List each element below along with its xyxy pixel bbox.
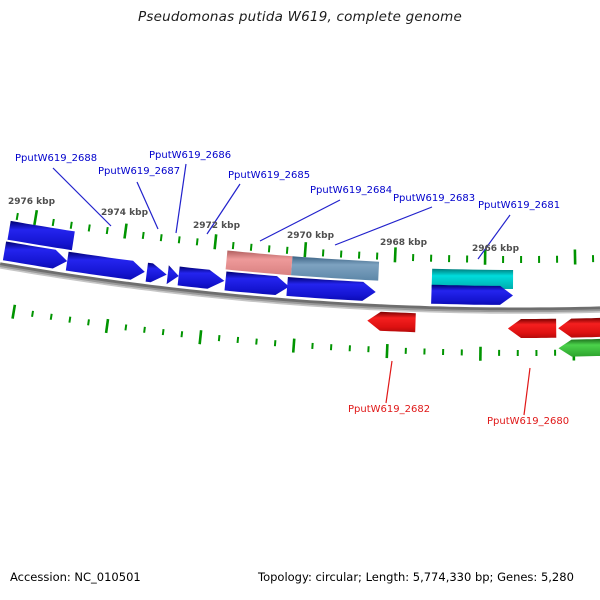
gene-2680[interactable] bbox=[507, 318, 557, 338]
gene-right-red[interactable] bbox=[558, 317, 600, 338]
backbone-line-mid bbox=[0, 265, 600, 313]
upper-ruler-major-tick bbox=[303, 242, 308, 258]
upper-ruler-major-tick bbox=[33, 209, 39, 226]
annot-salmon[interactable] bbox=[225, 250, 293, 276]
lower-ruler-minor-tick bbox=[87, 319, 90, 326]
lower-ruler-minor-tick bbox=[161, 328, 165, 336]
upper-ruler-minor-tick bbox=[141, 231, 145, 240]
annot-left-blue[interactable] bbox=[7, 220, 75, 251]
lower-ruler-major-tick bbox=[291, 338, 296, 353]
gene-label-PputW619_2681[interactable]: PputW619_2681 bbox=[478, 200, 561, 211]
leader-line-PputW619_2680 bbox=[523, 367, 531, 416]
lower-ruler-minor-tick bbox=[255, 338, 258, 345]
kbp-label-2970: 2970 kbp bbox=[287, 231, 335, 241]
lower-ruler-minor-tick bbox=[49, 313, 53, 320]
gene-label-PputW619_2680[interactable]: PputW619_2680 bbox=[487, 416, 570, 427]
kbp-label-2968: 2968 kbp bbox=[380, 238, 428, 248]
lower-ruler-major-tick bbox=[104, 318, 110, 334]
backbone-line bbox=[0, 262, 600, 311]
upper-ruler-major-tick bbox=[123, 223, 128, 239]
lower-ruler-minor-tick bbox=[124, 324, 128, 331]
upper-ruler-minor-tick bbox=[15, 212, 19, 221]
kbp-label-2966: 2966 kbp bbox=[472, 244, 520, 254]
lower-ruler-major-tick bbox=[11, 304, 17, 319]
upper-ruler-minor-tick bbox=[231, 241, 235, 250]
gene-2684[interactable] bbox=[224, 271, 290, 296]
lower-ruler-minor-tick bbox=[68, 316, 72, 323]
status-accession: Accession: NC_010501 bbox=[10, 570, 141, 584]
gene-label-PputW619_2686[interactable]: PputW619_2686 bbox=[149, 150, 232, 161]
kbp-label-2976: 2976 kbp bbox=[8, 197, 56, 207]
backbone-layer bbox=[0, 262, 600, 314]
annot-green[interactable] bbox=[558, 338, 600, 357]
leader-line-PputW619_2688 bbox=[52, 167, 112, 227]
gene-2687[interactable] bbox=[145, 262, 167, 283]
upper-ruler-minor-tick bbox=[51, 218, 55, 227]
upper-ruler-minor-tick bbox=[285, 246, 289, 254]
gene-2685[interactable] bbox=[177, 266, 225, 289]
backbone-line-light bbox=[0, 266, 600, 314]
upper-ruler-minor-tick bbox=[159, 234, 163, 242]
gene-label-PputW619_2688[interactable]: PputW619_2688 bbox=[15, 153, 98, 164]
gene-2683[interactable] bbox=[286, 277, 376, 301]
gene-label-PputW619_2682[interactable]: PputW619_2682 bbox=[348, 404, 431, 415]
annot-steel[interactable] bbox=[291, 256, 380, 281]
upper-ruler-minor-tick bbox=[195, 238, 199, 246]
leader-line-PputW619_2683 bbox=[334, 206, 433, 246]
leader-line-PputW619_2684 bbox=[259, 199, 341, 242]
kbp-label-2974: 2974 kbp bbox=[101, 208, 149, 218]
lower-ruler-minor-tick bbox=[180, 331, 184, 338]
upper-ruler-minor-tick bbox=[69, 221, 73, 229]
lower-ruler-minor-tick bbox=[236, 336, 240, 344]
lower-ruler-minor-tick bbox=[217, 335, 221, 342]
upper-ruler-minor-tick bbox=[267, 245, 271, 253]
leader-line-PputW619_2681 bbox=[477, 214, 511, 260]
leader-line-PputW619_2687 bbox=[136, 181, 159, 230]
gene-2682[interactable] bbox=[367, 311, 416, 333]
lower-ruler-minor-tick bbox=[31, 310, 35, 317]
gene-label-PputW619_2685[interactable]: PputW619_2685 bbox=[228, 170, 311, 181]
leader-line-PputW619_2682 bbox=[385, 360, 393, 404]
gene-label-PputW619_2683[interactable]: PputW619_2683 bbox=[393, 193, 476, 204]
gene-label-PputW619_2687[interactable]: PputW619_2687 bbox=[98, 166, 181, 177]
annot-cyan[interactable] bbox=[431, 268, 514, 289]
figure-title: Pseudomonas putida W619, complete genome bbox=[138, 9, 462, 25]
gene-2686[interactable] bbox=[166, 265, 179, 285]
status-bar: Accession: NC_010501 Topology: circular;… bbox=[0, 568, 600, 588]
kbp-label-2972: 2972 kbp bbox=[193, 221, 241, 231]
gene-left-edge[interactable] bbox=[2, 241, 68, 269]
status-topology-length-genes: Topology: circular; Length: 5,774,330 bp… bbox=[258, 570, 574, 584]
lower-ruler-major-tick bbox=[385, 344, 389, 359]
upper-ruler-major-tick bbox=[393, 247, 397, 263]
gene-label-PputW619_2684[interactable]: PputW619_2684 bbox=[310, 185, 393, 196]
leader-line-PputW619_2686 bbox=[175, 163, 187, 234]
upper-ruler-major-tick bbox=[213, 234, 218, 250]
upper-ruler-minor-tick bbox=[87, 224, 91, 232]
ruler-ticks-layer bbox=[11, 209, 595, 361]
label-leader-lines-layer bbox=[52, 163, 531, 416]
gene-2681[interactable] bbox=[431, 284, 513, 305]
leader-line-PputW619_2685 bbox=[206, 183, 241, 235]
upper-ruler-minor-tick bbox=[105, 226, 109, 235]
upper-ruler-minor-tick bbox=[177, 236, 181, 244]
gene-2688[interactable] bbox=[65, 251, 145, 280]
lower-ruler-major-tick bbox=[198, 330, 203, 345]
lower-ruler-minor-tick bbox=[143, 326, 146, 333]
upper-ruler-minor-tick bbox=[249, 243, 253, 251]
gene-features-layer bbox=[2, 220, 600, 357]
